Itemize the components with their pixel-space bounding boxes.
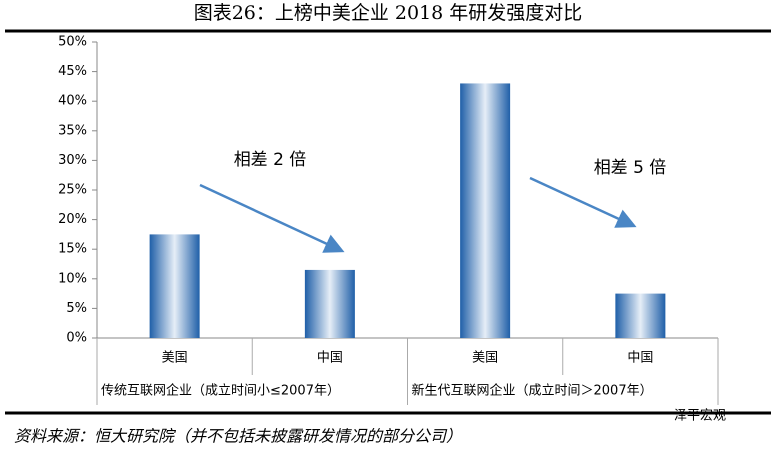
y-tick-label: 15% xyxy=(58,242,87,257)
y-tick-label: 45% xyxy=(58,64,87,79)
bar xyxy=(149,234,200,338)
annotation: 相差 5 倍 xyxy=(594,158,667,178)
y-tick-label: 10% xyxy=(58,271,87,286)
y-tick-label: 0% xyxy=(66,331,87,346)
source: 资料来源：恒大研究院（并不包括未披露研发情况的部分公司） xyxy=(14,427,462,446)
y-tick-label: 35% xyxy=(58,123,87,138)
x-tick-label: 中国 xyxy=(627,351,653,366)
watermark: 泽平宏观 xyxy=(674,409,726,424)
y-tick-label: 25% xyxy=(58,183,87,198)
y-tick-label: 40% xyxy=(58,94,87,109)
group-label: 传统互联网企业（成立时间小≤2007年） xyxy=(101,383,340,399)
arrow xyxy=(199,183,345,253)
y-tick-label: 5% xyxy=(66,301,87,316)
arrow xyxy=(529,176,637,228)
y-tick-label: 30% xyxy=(58,153,87,168)
group-label: 新生代互联网企业（成立时间＞2007年） xyxy=(412,383,653,399)
bar xyxy=(615,293,666,338)
annotation: 相差 2 倍 xyxy=(234,150,307,170)
x-tick-label: 美国 xyxy=(472,351,498,366)
y-tick-label: 50% xyxy=(58,35,87,50)
x-tick-label: 中国 xyxy=(317,351,343,366)
bar xyxy=(304,269,355,338)
y-tick-label: 20% xyxy=(58,212,87,227)
x-tick-label: 美国 xyxy=(162,351,188,366)
chart-title: 图表26：上榜中美企业 2018 年研发强度对比 xyxy=(194,2,583,24)
bar xyxy=(460,83,511,338)
